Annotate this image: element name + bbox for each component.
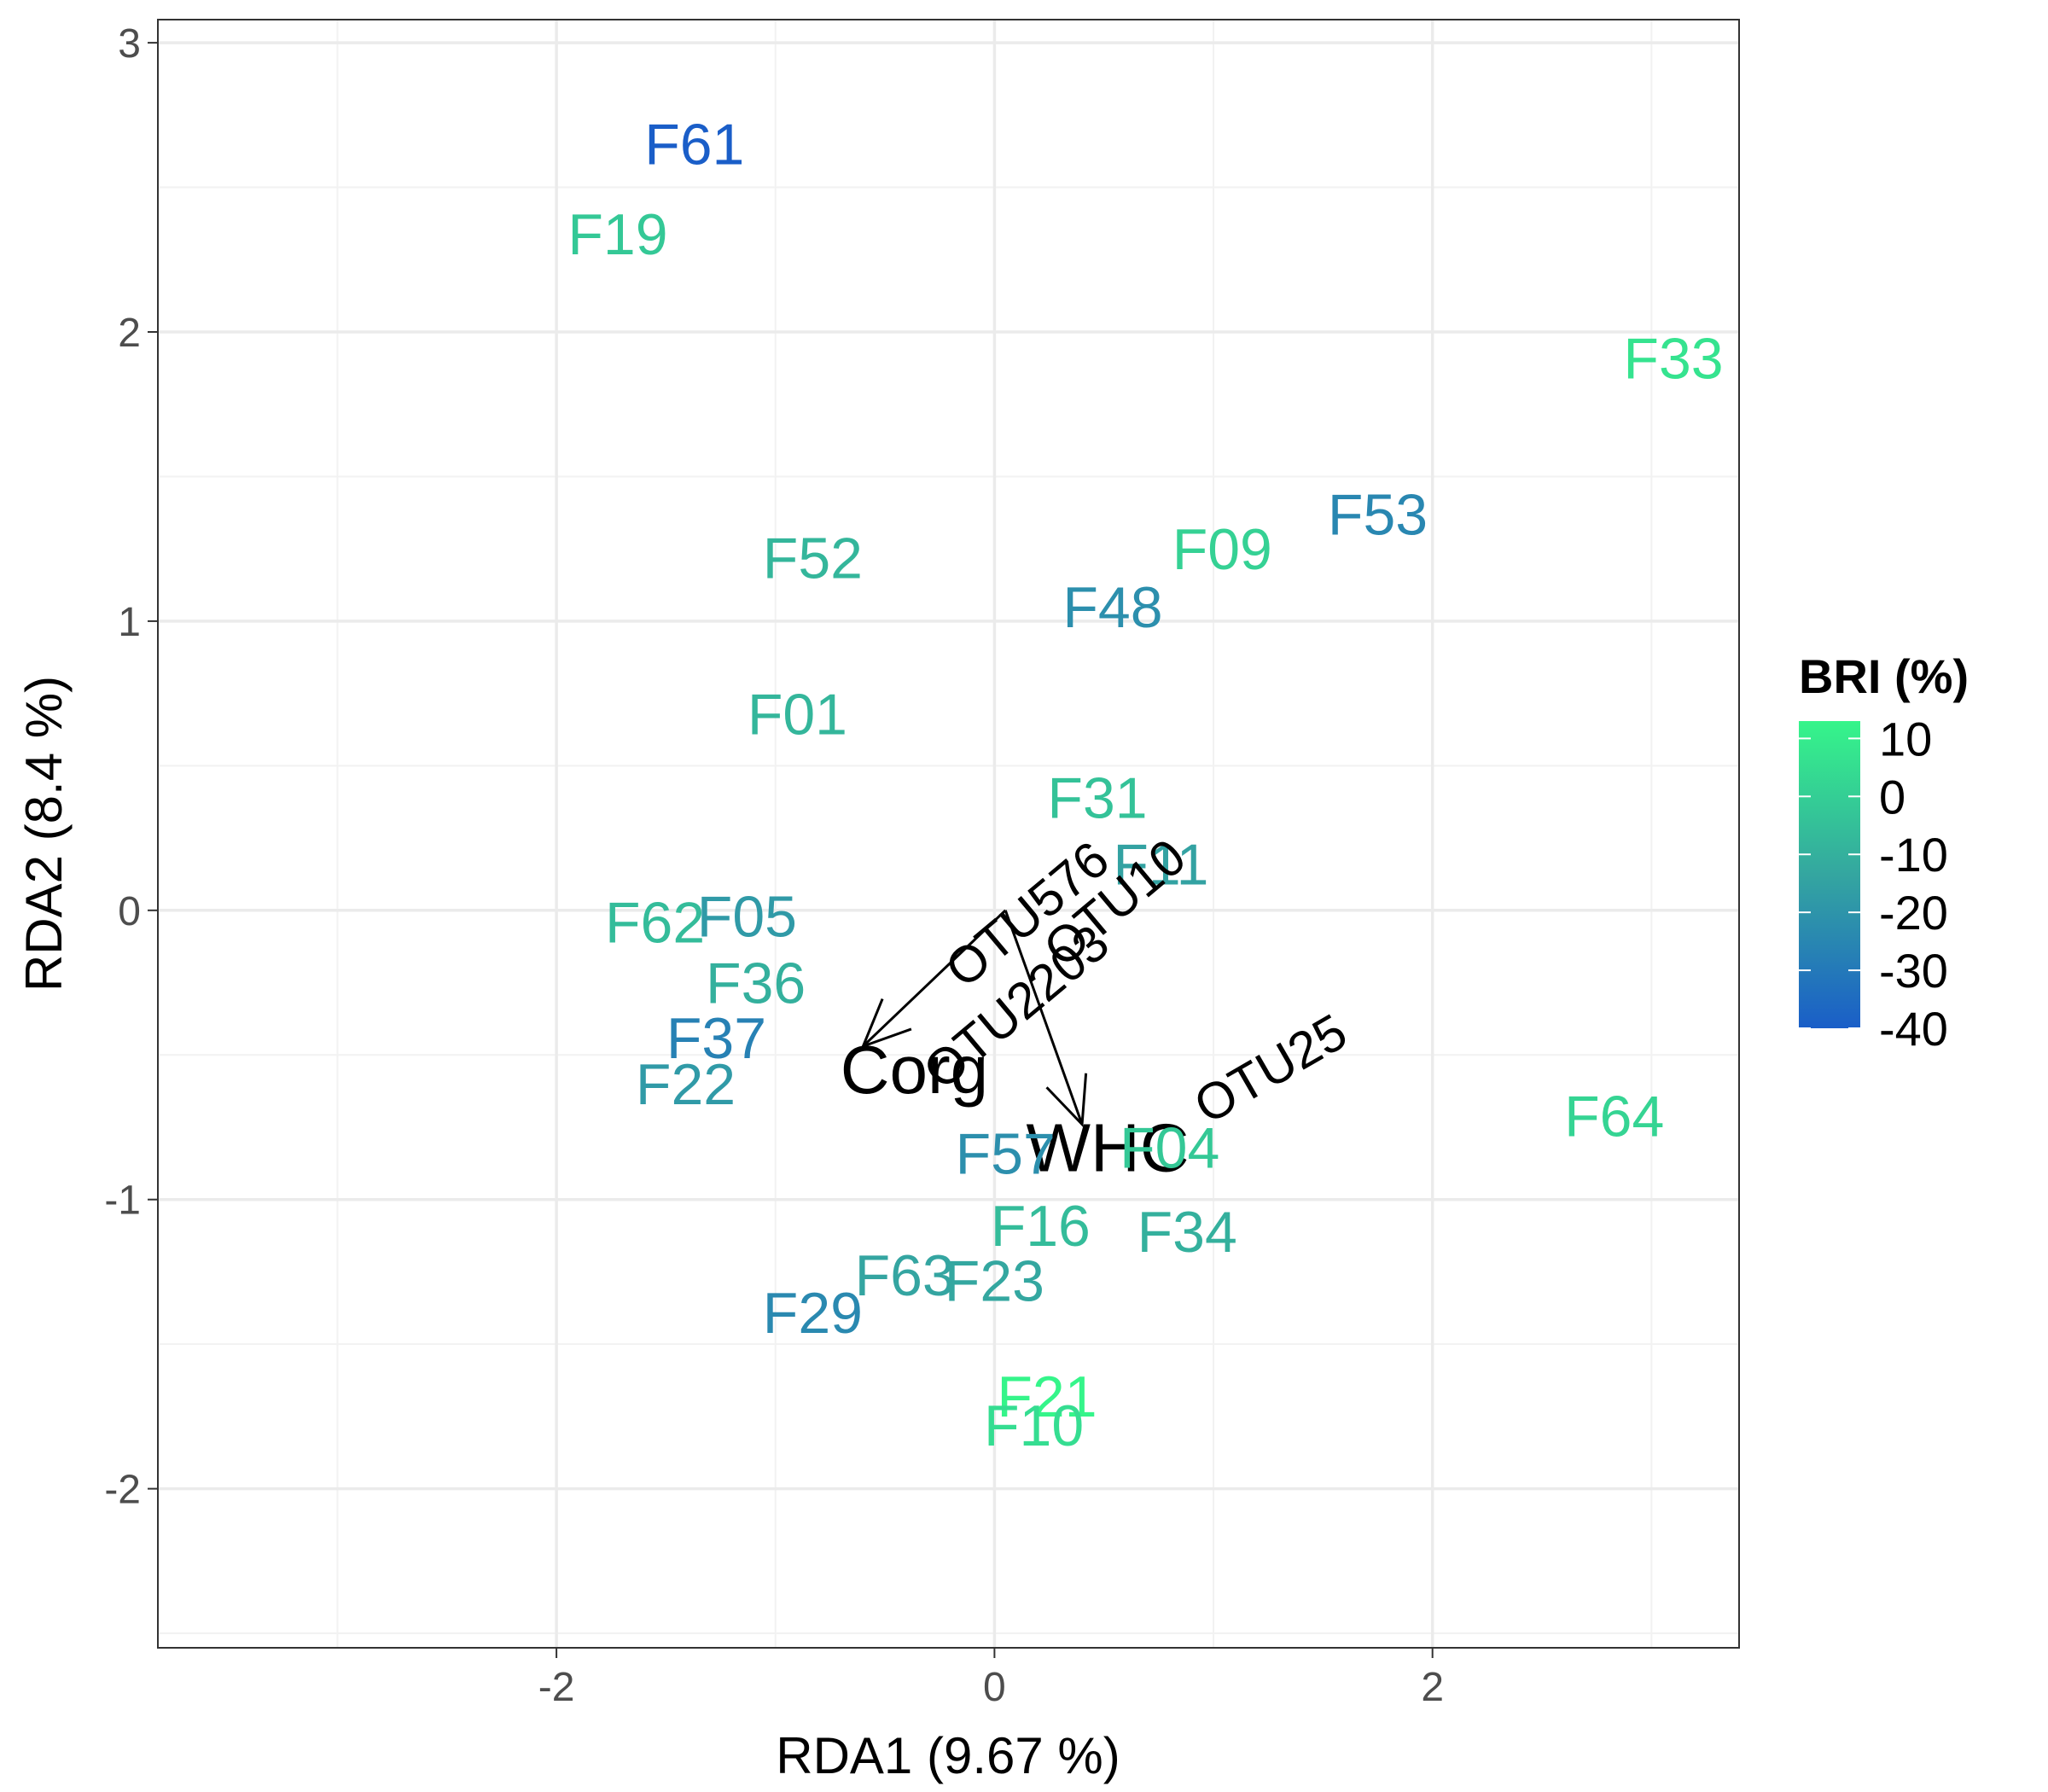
grid-major [158,20,1739,1648]
y-axis-title: RDA2 (8.4 %) [15,676,73,992]
colorbar-tick-label: -10 [1879,828,1948,881]
color-legend: BRI (%) 100-10-20-30-40 [1799,649,1969,1056]
sample-label-f63: F63 [855,1243,955,1308]
sample-label-f29: F29 [763,1281,863,1346]
x-tick-label: 2 [1421,1665,1444,1710]
sample-label-f01: F01 [748,682,847,747]
sample-label-f11: F11 [1113,833,1208,898]
vector-whc-arrowhead [1045,1073,1088,1128]
sample-label-f33: F33 [1623,327,1723,392]
colorbar-tick-label: -40 [1879,1002,1948,1056]
vector-corg-label: Corg [841,1032,988,1108]
sample-label-f16: F16 [991,1194,1091,1259]
sample-label-f48: F48 [1062,575,1162,640]
sample-label-f23: F23 [945,1249,1044,1314]
sample-label-f21: F21 [997,1364,1097,1429]
sample-label-f52: F52 [763,526,863,591]
sample-label-f22: F22 [636,1052,736,1117]
x-tick-label: -2 [538,1665,575,1710]
vector-corg-arrow [862,909,1007,1048]
colorbar-tick-label: -20 [1879,886,1948,940]
sample-label-f04: F04 [1120,1116,1219,1181]
sample-points: F61F19F33F52F53F09F48F01F31F11F62F05F36F… [567,113,1723,1458]
x-axis-ticks: -2 0 2 [538,1648,1444,1710]
sample-label-f19: F19 [567,202,667,267]
vector-whc-arrow [1004,910,1084,1126]
sample-label-f57: F57 [956,1121,1056,1186]
y-tick-label: -2 [104,1468,141,1513]
y-tick-label: -1 [104,1178,141,1224]
x-axis-title: RDA1 (9.67 %) [776,1727,1120,1784]
sample-label-f34: F34 [1137,1200,1237,1265]
plot-border [157,19,1740,1649]
x-tick-label: 0 [983,1665,1006,1710]
sample-label-f61: F61 [644,113,744,177]
y-axis-ticks: -2 -1 0 1 2 3 [104,21,158,1513]
sample-label-f37: F37 [666,1006,766,1071]
vector-corg-arrowhead [860,998,912,1049]
sample-label-f09: F09 [1172,517,1272,582]
legend-title: BRI (%) [1799,649,1969,703]
y-tick-label: 3 [118,21,141,67]
colorbar [1799,721,1860,1028]
y-tick-label: 0 [118,889,141,934]
y-tick-label: 1 [118,600,141,645]
env-vectors: Corg WHC [841,909,1190,1186]
colorbar-tick-label: -30 [1879,944,1948,998]
grid-minor [158,20,1739,1648]
sample-label-f05: F05 [697,885,797,950]
vector-whc-label: WHC [1027,1110,1190,1186]
y-tick-label: 2 [118,311,141,356]
colorbar-tick-label: 10 [1879,712,1932,765]
sample-label-f64: F64 [1564,1084,1664,1149]
sample-label-f36: F36 [706,951,806,1016]
colorbar-tick-label: 0 [1879,770,1905,823]
colorbar-ticks: 100-10-20-30-40 [1799,712,1948,1056]
sample-label-f31: F31 [1047,766,1147,831]
sample-label-f53: F53 [1328,483,1428,548]
sample-label-f62: F62 [605,890,705,955]
plot-panel [158,20,1739,1648]
sample-label-f10: F10 [984,1393,1084,1458]
